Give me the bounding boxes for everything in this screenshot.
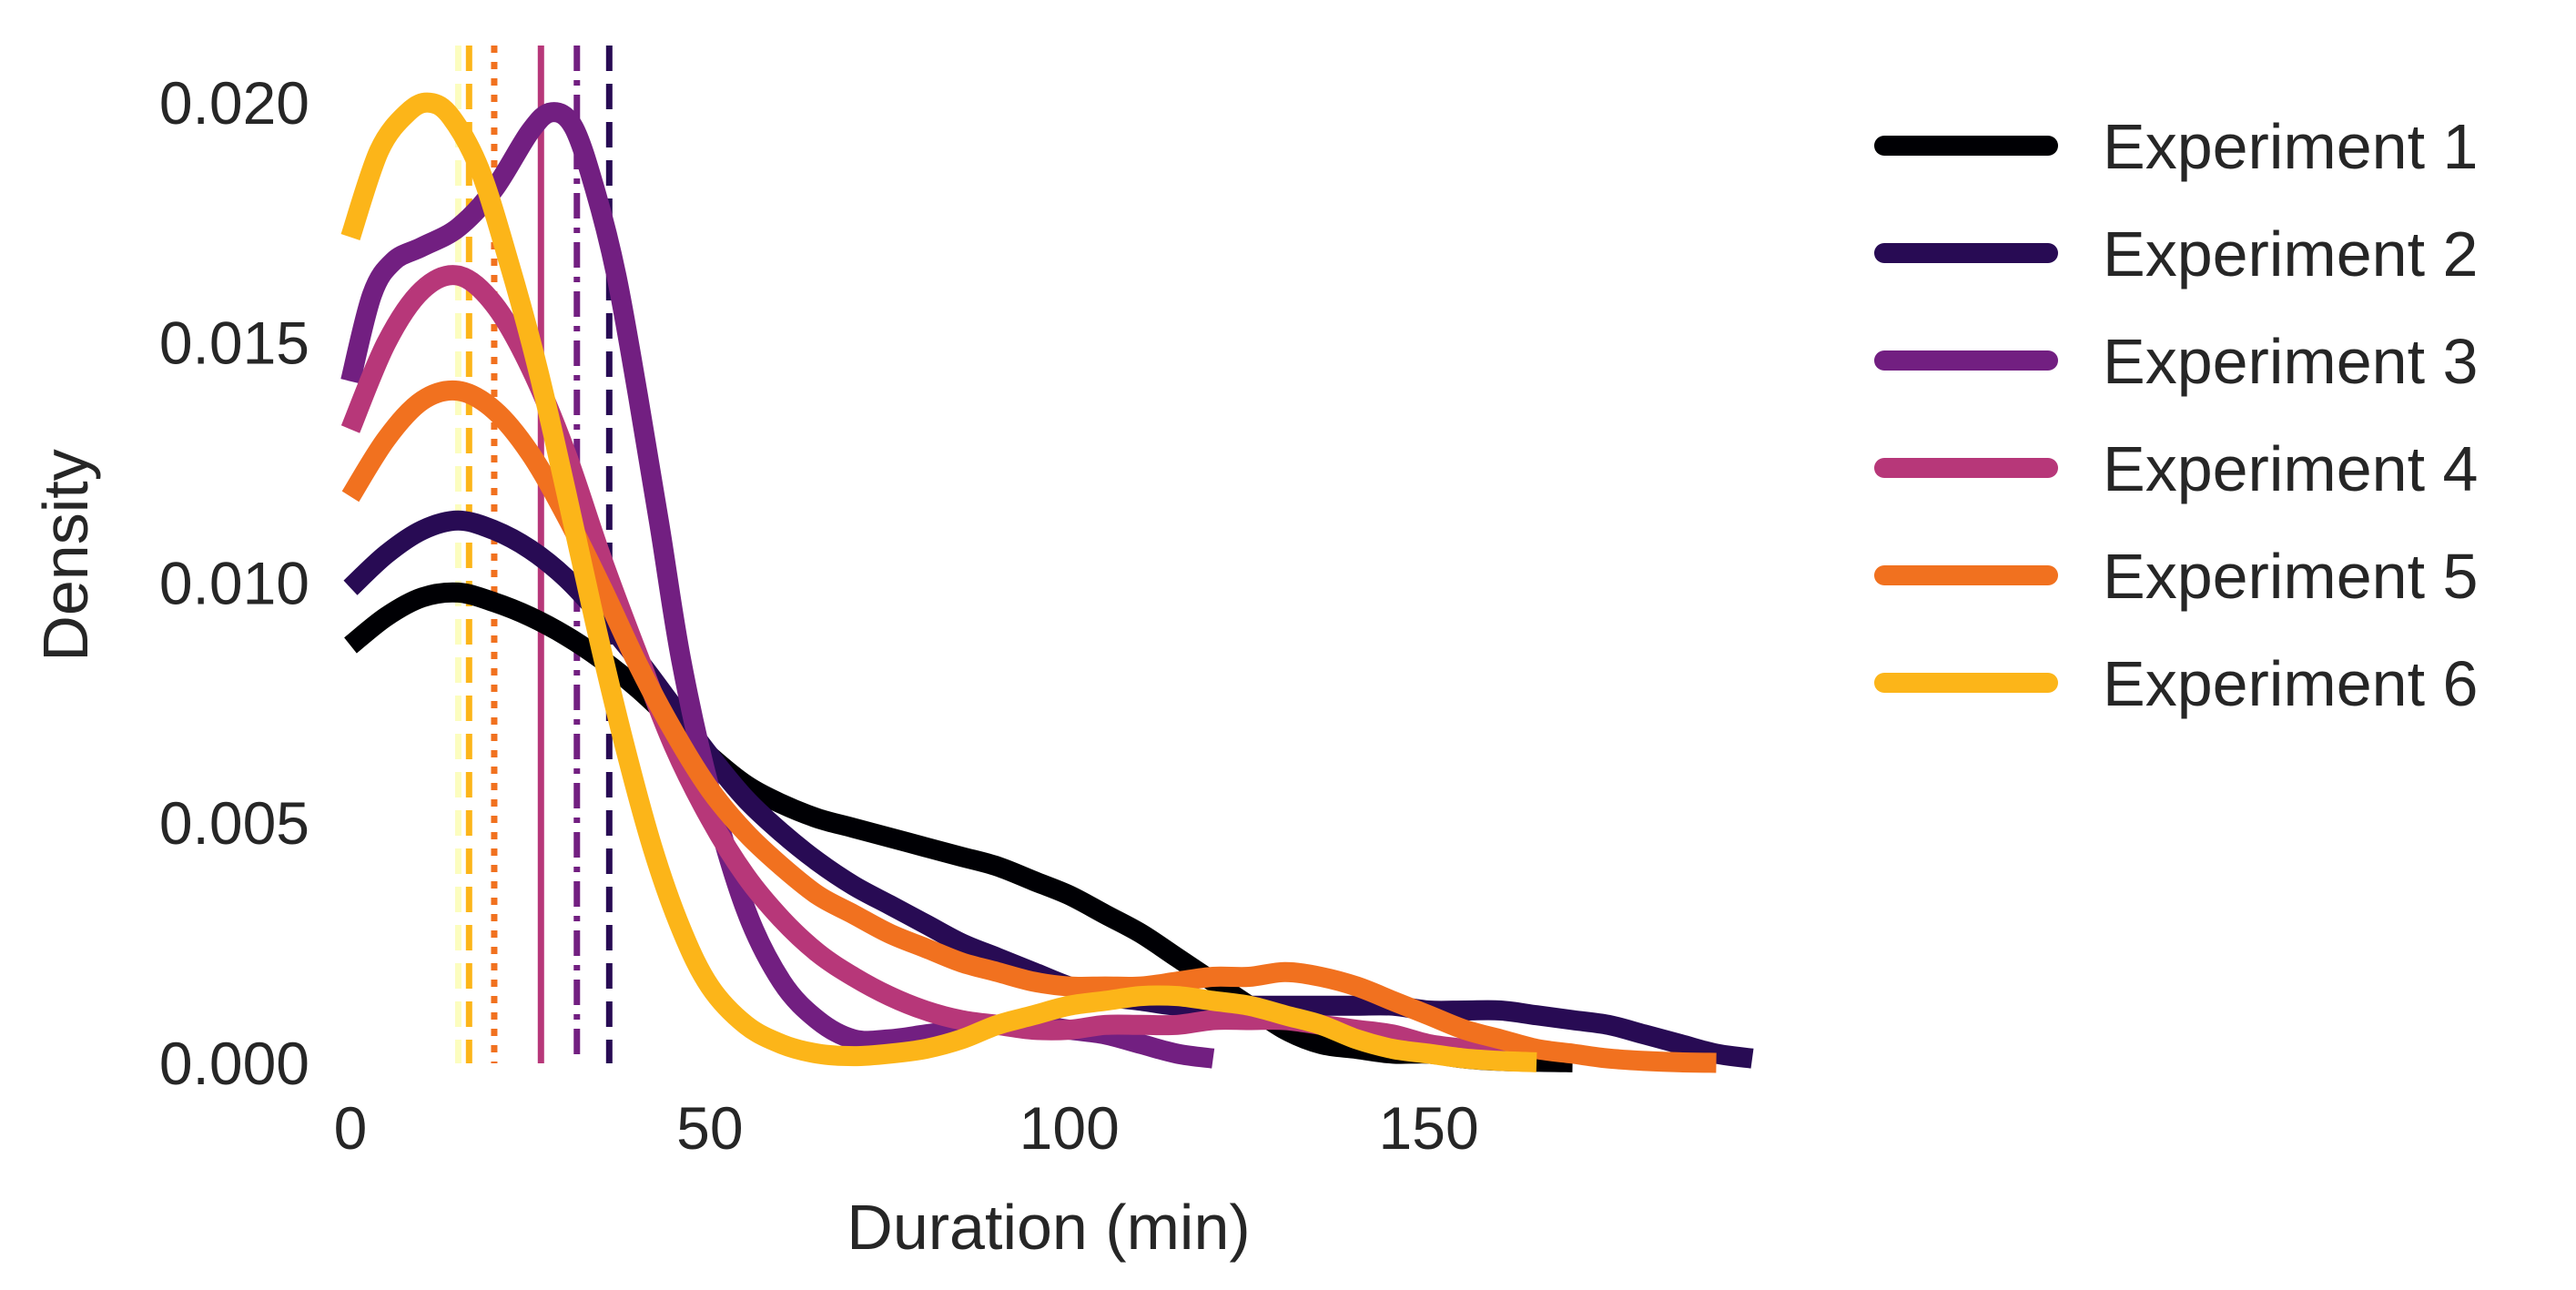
legend-label: Experiment 6 [2103, 648, 2478, 719]
x-tick-label: 100 [1019, 1094, 1120, 1162]
legend-item-experiment-6: Experiment 6 [1874, 648, 2478, 719]
legend-label: Experiment 5 [2103, 541, 2478, 612]
y-tick-label: 0.015 [159, 310, 309, 377]
curve-experiment-1 [344, 582, 1573, 1072]
density-curves [340, 92, 1754, 1073]
x-tick-label: 0 [334, 1094, 368, 1162]
y-axis-ticks: 0.000 0.005 0.010 0.015 0.020 [159, 69, 309, 1097]
legend-item-experiment-3: Experiment 3 [1874, 326, 2478, 397]
x-tick-label: 150 [1379, 1094, 1479, 1162]
curve-experiment-6 [340, 92, 1537, 1072]
legend-item-experiment-1: Experiment 1 [1874, 111, 2478, 182]
legend-item-experiment-5: Experiment 5 [1874, 541, 2478, 612]
y-tick-label: 0.000 [159, 1030, 309, 1097]
y-axis-label: Density [30, 449, 101, 661]
x-tick-label: 50 [676, 1094, 743, 1162]
y-tick-label: 0.005 [159, 789, 309, 857]
legend-item-experiment-2: Experiment 2 [1874, 218, 2478, 289]
legend-label: Experiment 2 [2103, 218, 2478, 289]
y-tick-label: 0.010 [159, 549, 309, 616]
legend-label: Experiment 4 [2103, 433, 2478, 504]
legend-label: Experiment 3 [2103, 326, 2478, 397]
y-tick-label: 0.020 [159, 69, 309, 137]
x-axis-label: Duration (min) [847, 1192, 1250, 1263]
legend: Experiment 1 Experiment 2 Experiment 3 Expe… [1874, 111, 2478, 719]
x-axis-ticks: 0 50 100 150 [334, 1094, 1479, 1162]
legend-item-experiment-4: Experiment 4 [1874, 433, 2478, 504]
legend-label: Experiment 1 [2103, 111, 2478, 182]
